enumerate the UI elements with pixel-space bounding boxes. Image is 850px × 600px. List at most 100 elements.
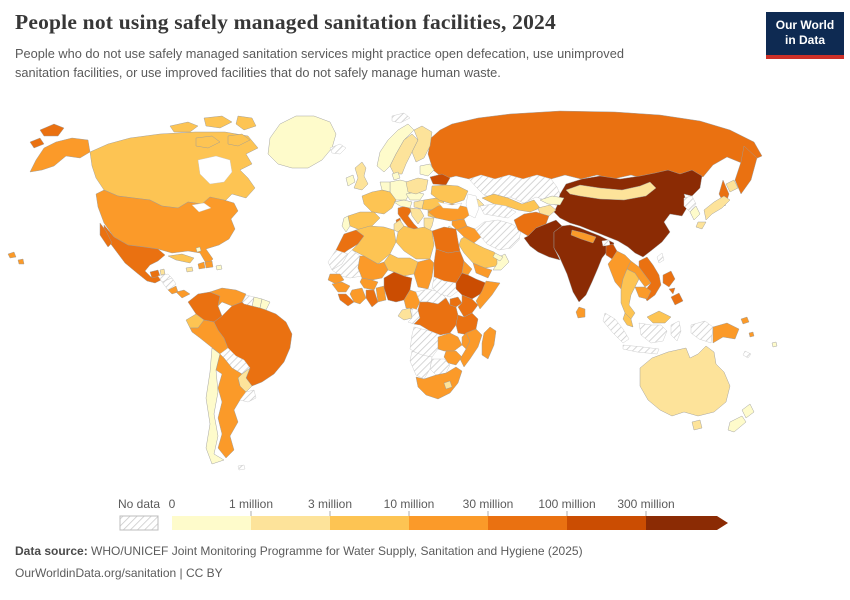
country-united-states[interactable]	[7, 251, 17, 259]
country-madagascar[interactable]	[481, 326, 497, 360]
country-cote-d-ivoire[interactable]	[349, 287, 367, 305]
country-united-states[interactable]	[17, 258, 25, 265]
country-chile[interactable]	[205, 347, 225, 465]
country-south-africa[interactable]	[415, 366, 463, 400]
country-belize[interactable]	[159, 268, 166, 276]
country-iceland[interactable]	[329, 143, 347, 155]
country-iran[interactable]	[474, 219, 522, 251]
country-indonesia[interactable]	[622, 344, 660, 355]
country-ghana[interactable]	[365, 289, 379, 308]
country-benin[interactable]	[375, 285, 387, 303]
country-serbia[interactable]	[409, 207, 425, 225]
country-cuba[interactable]	[167, 253, 195, 264]
country-greenland[interactable]	[267, 115, 337, 169]
country-bahamas[interactable]	[195, 246, 202, 253]
country-argentina[interactable]	[215, 353, 247, 459]
country-france[interactable]	[361, 189, 397, 215]
legend-no-data-swatch[interactable]	[119, 515, 159, 531]
country-belarus[interactable]	[429, 173, 451, 186]
legend-bucket-1[interactable]	[251, 516, 330, 530]
country-philippines[interactable]	[662, 270, 676, 288]
country-namibia[interactable]	[409, 350, 433, 380]
country-switzerland[interactable]	[393, 199, 413, 209]
country-haiti[interactable]	[197, 261, 206, 270]
country-united-arab-emirates[interactable]	[492, 252, 504, 262]
country-dr-congo[interactable]	[413, 297, 459, 336]
country-malaysia[interactable]	[646, 310, 672, 324]
country-canada[interactable]	[227, 133, 251, 147]
country-eritrea[interactable]	[461, 260, 473, 276]
country-niger[interactable]	[383, 253, 419, 277]
country-new-zealand[interactable]	[727, 415, 747, 433]
country-puerto-rico[interactable]	[215, 264, 223, 271]
country-canada[interactable]	[235, 115, 257, 131]
country-fiji[interactable]	[771, 341, 778, 348]
owid-cc-link[interactable]: OurWorldinData.org/sanitation | CC BY	[15, 566, 223, 581]
country-denmark[interactable]	[391, 171, 401, 181]
country-papua-new-guinea[interactable]	[712, 322, 740, 344]
country-spain[interactable]	[347, 211, 381, 231]
country-poland[interactable]	[405, 177, 429, 195]
country-russia[interactable]	[427, 110, 763, 180]
country-papua-new-guinea[interactable]	[740, 316, 750, 325]
country-kyrgyzstan[interactable]	[539, 195, 565, 206]
country-svalbard[interactable]	[391, 112, 411, 124]
country-indonesia[interactable]	[638, 322, 668, 344]
country-canada[interactable]	[195, 135, 221, 149]
country-kenya[interactable]	[457, 294, 479, 318]
country-gabon[interactable]	[397, 307, 413, 321]
country-russia[interactable]	[39, 123, 65, 137]
country-mexico[interactable]	[103, 224, 166, 284]
country-philippines[interactable]	[670, 292, 684, 306]
country-burkina-faso[interactable]	[359, 277, 379, 291]
country-canada[interactable]	[169, 121, 199, 133]
country-united-kingdom[interactable]	[353, 161, 369, 191]
country-ireland[interactable]	[345, 174, 356, 187]
country-new-zealand[interactable]	[741, 403, 755, 419]
country-zimbabwe[interactable]	[443, 350, 463, 366]
country-ukraine[interactable]	[430, 184, 469, 205]
country-algeria[interactable]	[351, 225, 397, 265]
country-yemen[interactable]	[472, 262, 493, 279]
country-nepal[interactable]	[570, 229, 597, 244]
country-india[interactable]	[553, 224, 615, 303]
legend-bucket-0[interactable]	[172, 516, 251, 530]
legend-bucket-4[interactable]	[488, 516, 567, 530]
country-mongolia[interactable]	[565, 181, 657, 201]
country-sri-lanka[interactable]	[575, 306, 586, 319]
country-finland[interactable]	[411, 125, 433, 163]
country-nicaragua[interactable]	[161, 277, 177, 291]
country-united-states[interactable]	[29, 137, 91, 173]
country-cambodia[interactable]	[634, 286, 652, 300]
country-canada[interactable]	[203, 115, 233, 129]
country-mozambique[interactable]	[459, 328, 483, 368]
country-indonesia[interactable]	[602, 312, 630, 344]
country-russia[interactable]	[734, 145, 758, 195]
country-vietnam[interactable]	[638, 256, 662, 302]
legend-bucket-3[interactable]	[409, 516, 488, 530]
legend-bucket-5[interactable]	[567, 516, 646, 530]
country-zambia[interactable]	[437, 332, 463, 352]
country-dominican-republic[interactable]	[204, 260, 214, 269]
country-japan[interactable]	[703, 195, 731, 221]
legend-bucket-6[interactable]	[646, 516, 728, 530]
country-taiwan[interactable]	[656, 252, 665, 264]
country-panama[interactable]	[175, 289, 191, 299]
country-japan[interactable]	[725, 179, 739, 193]
country-indonesia[interactable]	[670, 320, 682, 342]
country-japan[interactable]	[695, 221, 707, 230]
country-australia[interactable]	[691, 419, 703, 431]
country-brazil[interactable]	[213, 301, 293, 387]
country-russia[interactable]	[29, 137, 45, 149]
country-malaysia[interactable]	[622, 312, 634, 328]
country-uganda[interactable]	[449, 296, 463, 308]
country-uruguay[interactable]	[239, 389, 257, 403]
country-lesotho[interactable]	[443, 380, 453, 390]
country-new-caledonia[interactable]	[742, 350, 752, 359]
country-jamaica[interactable]	[185, 266, 194, 273]
country-mexico[interactable]	[99, 222, 113, 248]
legend-bucket-2[interactable]	[330, 516, 409, 530]
country-australia[interactable]	[639, 345, 731, 417]
owid-logo[interactable]: Our World in Data	[766, 12, 844, 59]
country-baltic-states[interactable]	[419, 163, 435, 177]
